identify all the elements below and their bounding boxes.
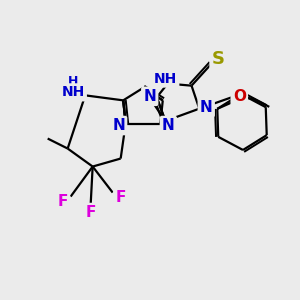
Text: N: N — [143, 89, 156, 104]
Text: F: F — [116, 190, 126, 205]
Text: N: N — [162, 118, 175, 133]
Text: F: F — [58, 194, 68, 209]
Text: NH: NH — [154, 72, 177, 86]
Text: S: S — [212, 50, 225, 68]
Text: NH: NH — [61, 85, 85, 99]
Text: H: H — [68, 75, 78, 88]
Text: O: O — [233, 89, 246, 104]
Text: N: N — [112, 118, 125, 133]
Text: N: N — [200, 100, 213, 115]
Text: F: F — [85, 205, 96, 220]
